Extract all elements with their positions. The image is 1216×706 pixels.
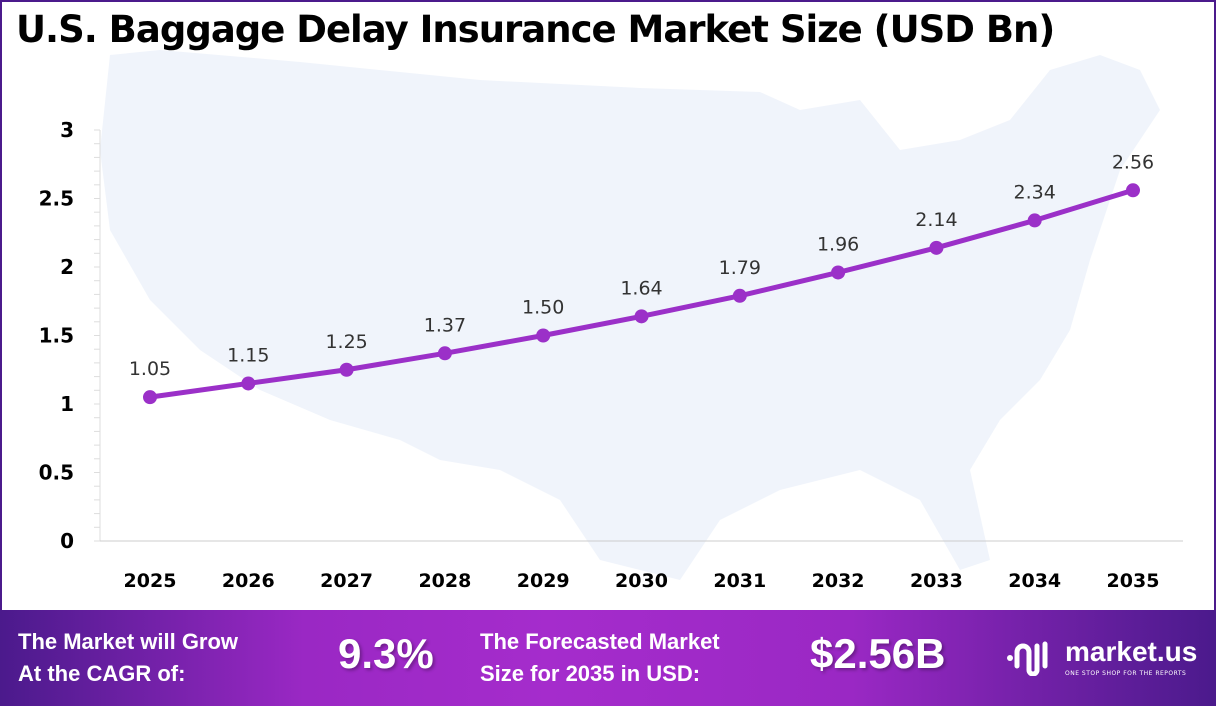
- cagr-label-line2: At the CAGR of:: [18, 661, 186, 686]
- data-label: 1.96: [817, 233, 859, 255]
- logo-icon: [1007, 641, 1048, 677]
- x-tick-label: 2032: [812, 570, 865, 592]
- forecast-label-line2: Size for 2035 in USD:: [480, 661, 701, 686]
- data-label: 1.05: [129, 358, 171, 380]
- x-tick-label: 2025: [124, 570, 177, 592]
- data-label: 1.64: [620, 277, 662, 299]
- x-tick-label: 2028: [418, 570, 471, 592]
- logo-name: market.us: [1065, 636, 1198, 667]
- data-point: [241, 376, 256, 391]
- market-us-logo: market.us ONE STOP SHOP FOR THE REPORTS: [1005, 636, 1197, 680]
- x-tick-label: 2031: [713, 570, 766, 592]
- x-tick-label: 2033: [910, 570, 963, 592]
- cagr-value: 9.3%: [338, 630, 434, 677]
- data-point: [929, 240, 944, 255]
- line-chart: 0 0.5 1 1.5 2 2.5 3 2025 2026 2027 2028 2029 2030 203…: [39, 50, 1183, 592]
- data-point: [1126, 183, 1140, 198]
- y-tick-label: 2.5: [39, 187, 74, 211]
- x-tick-label: 2034: [1008, 570, 1061, 592]
- y-tick-label: 3: [60, 118, 74, 142]
- y-tick-label: 1: [60, 392, 74, 416]
- data-point: [634, 309, 649, 324]
- y-tick-label: 1.5: [39, 324, 74, 348]
- data-point: [339, 362, 354, 377]
- data-label: 1.25: [325, 331, 367, 353]
- y-tick-label: 0.5: [39, 461, 74, 485]
- x-tick-label: 2026: [222, 570, 275, 592]
- x-tick-label: 2035: [1107, 570, 1160, 592]
- x-tick-label: 2030: [615, 570, 668, 592]
- data-label: 1.37: [424, 314, 466, 336]
- forecast-value: $2.56B: [810, 630, 946, 677]
- data-label: 2.14: [915, 209, 957, 231]
- footer-banner: The Market will Grow At the CAGR of: 9.3…: [0, 610, 1216, 706]
- data-point: [831, 265, 846, 280]
- data-label: 1.50: [522, 297, 564, 319]
- data-label: 1.15: [227, 344, 269, 366]
- x-tick-label: 2027: [320, 570, 373, 592]
- forecast-label-line1: The Forecasted Market: [480, 629, 720, 654]
- data-point: [1027, 213, 1042, 228]
- data-label: 2.56: [1112, 151, 1154, 173]
- data-point: [437, 346, 452, 361]
- y-tick-label: 0: [60, 529, 74, 553]
- y-tick-label: 2: [60, 255, 74, 279]
- x-tick-label: 2029: [517, 570, 570, 592]
- us-map-silhouette: [100, 50, 1160, 580]
- data-point: [536, 328, 551, 343]
- logo-tagline: ONE STOP SHOP FOR THE REPORTS: [1065, 670, 1187, 677]
- data-label: 1.79: [719, 257, 761, 279]
- data-label: 2.34: [1014, 181, 1056, 203]
- data-point: [732, 288, 747, 303]
- forecast-label: The Forecasted Market Size for 2035 in U…: [480, 626, 720, 690]
- cagr-label: The Market will Grow At the CAGR of:: [18, 626, 238, 690]
- cagr-label-line1: The Market will Grow: [18, 629, 239, 654]
- data-point: [143, 390, 157, 405]
- chart-title: U.S. Baggage Delay Insurance Market Size…: [16, 8, 1055, 51]
